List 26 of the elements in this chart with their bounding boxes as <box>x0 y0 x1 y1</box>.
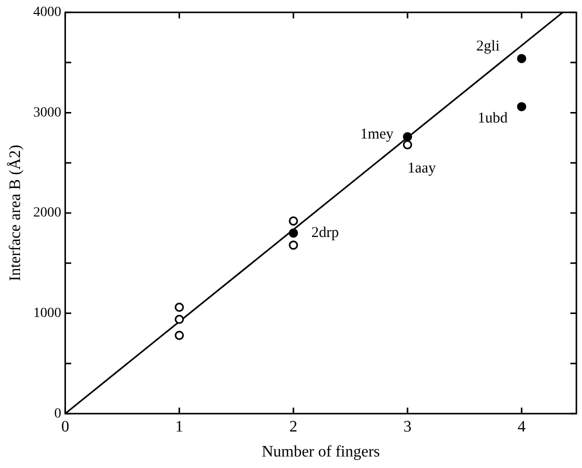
y-tick-label: 2000 <box>33 206 62 221</box>
point <box>288 240 298 250</box>
x-tick-label: 2 <box>289 418 298 436</box>
point <box>174 330 184 340</box>
y-axis-title: Interface area B (Å2) <box>6 144 24 282</box>
y-tick-label: 0 <box>54 406 62 422</box>
annotation: 1ubd <box>478 110 508 127</box>
annotation: 2drp <box>311 224 339 241</box>
point <box>174 314 184 324</box>
x-axis-title: Number of fingers <box>262 444 380 461</box>
point <box>288 228 298 238</box>
x-tick-label: 4 <box>518 418 526 436</box>
y-tick-label: 1000 <box>33 306 62 321</box>
y-tick-label: 4000 <box>33 5 62 20</box>
x-tick-label: 3 <box>404 418 412 436</box>
point <box>402 132 412 142</box>
point <box>174 302 184 312</box>
annotation: 1mey <box>360 126 394 143</box>
point <box>517 54 526 64</box>
point <box>517 102 526 112</box>
annotation: 1aay <box>408 160 436 177</box>
point <box>402 140 412 150</box>
y-tick-label: 3000 <box>33 105 62 120</box>
annotation: 2gli <box>476 38 500 54</box>
x-tick-label: 1 <box>175 418 184 436</box>
point <box>288 216 298 226</box>
